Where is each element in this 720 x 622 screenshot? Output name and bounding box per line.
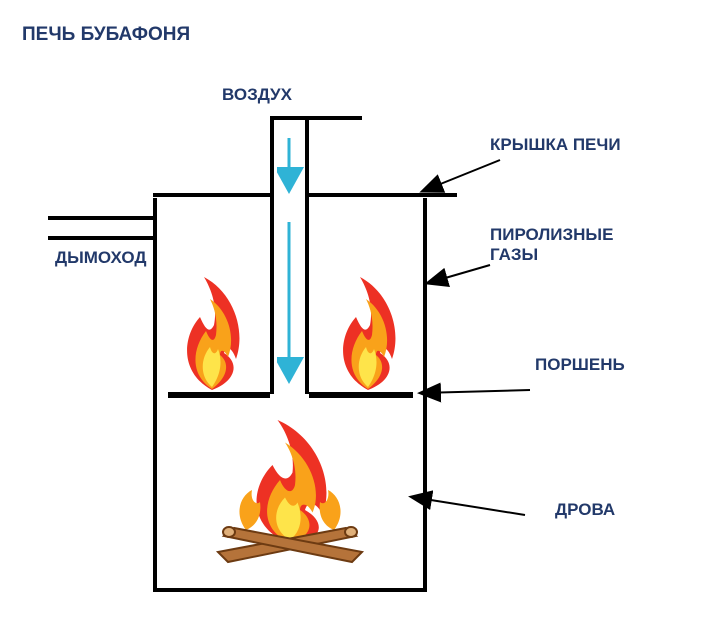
arrow-pyrolysis <box>428 265 490 283</box>
arrow-piston <box>421 390 530 393</box>
chimney <box>50 218 155 238</box>
flame-right <box>343 277 395 390</box>
flame-left <box>187 277 239 390</box>
bonfire <box>218 420 362 562</box>
callout-arrows <box>412 160 530 515</box>
stove-diagram <box>0 0 720 622</box>
arrow-lid <box>423 160 500 191</box>
arrow-firewood <box>412 497 525 515</box>
